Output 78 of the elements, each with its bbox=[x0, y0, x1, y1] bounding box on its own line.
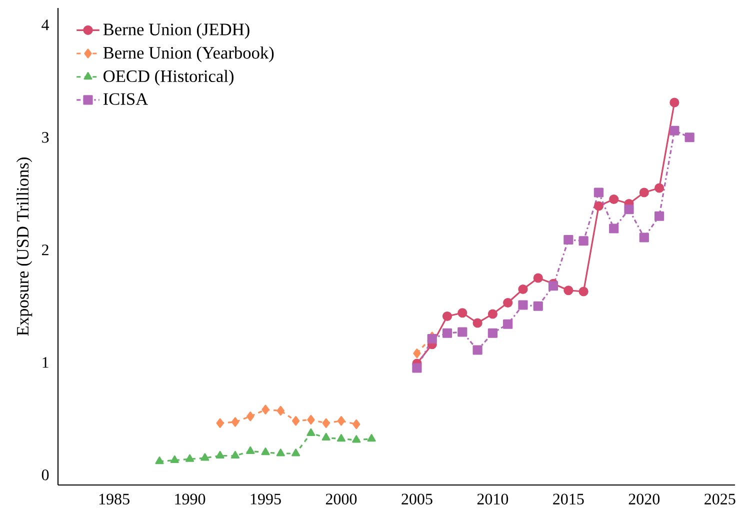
point bbox=[367, 434, 376, 442]
point bbox=[216, 418, 224, 428]
point bbox=[488, 309, 498, 319]
point bbox=[670, 98, 680, 108]
point bbox=[488, 328, 498, 338]
point bbox=[578, 286, 588, 296]
point bbox=[322, 432, 330, 441]
point bbox=[200, 453, 210, 461]
y-tick-label: 3 bbox=[42, 132, 49, 143]
x-tick-label: 1995 bbox=[250, 494, 281, 504]
y-tick-label: 0 bbox=[42, 469, 49, 480]
point bbox=[533, 301, 543, 311]
point bbox=[594, 188, 604, 198]
point bbox=[518, 284, 528, 294]
point bbox=[624, 204, 634, 214]
point bbox=[170, 455, 179, 464]
point bbox=[503, 298, 513, 308]
y-tick-label: 4 bbox=[42, 20, 50, 30]
point bbox=[276, 448, 285, 456]
point bbox=[654, 211, 664, 221]
y-tick-label: 1 bbox=[42, 357, 48, 368]
point bbox=[594, 201, 604, 211]
point bbox=[307, 414, 315, 425]
point bbox=[533, 273, 543, 283]
legend-label: Berne Union (Yearbook) bbox=[103, 46, 274, 62]
point bbox=[231, 417, 240, 427]
point bbox=[216, 450, 224, 459]
point bbox=[564, 234, 574, 245]
point bbox=[654, 183, 664, 193]
point bbox=[427, 334, 437, 344]
point bbox=[578, 236, 588, 246]
point bbox=[442, 328, 452, 338]
point bbox=[472, 318, 482, 328]
point bbox=[412, 363, 422, 373]
point bbox=[609, 224, 619, 234]
point bbox=[246, 412, 254, 422]
legend-label: Berne Union (JEDH) bbox=[103, 23, 250, 39]
point bbox=[230, 450, 240, 459]
point bbox=[306, 428, 316, 436]
x-tick-label: 1985 bbox=[99, 494, 130, 504]
point bbox=[564, 286, 574, 296]
point bbox=[352, 419, 360, 430]
point bbox=[503, 319, 513, 329]
point bbox=[337, 416, 346, 426]
x-tick-label: 2000 bbox=[326, 494, 357, 504]
point bbox=[670, 126, 680, 136]
point bbox=[261, 448, 270, 456]
point bbox=[458, 327, 468, 337]
point bbox=[413, 348, 421, 358]
point bbox=[262, 404, 270, 414]
x-tick-label: 2005 bbox=[402, 494, 432, 504]
point bbox=[639, 188, 649, 198]
point bbox=[336, 434, 346, 442]
x-tick-label: 2010 bbox=[477, 494, 508, 504]
y-axis-title: Exposure (USD Trillions) bbox=[16, 158, 32, 336]
point bbox=[684, 132, 694, 142]
y-tick-label: 2 bbox=[42, 244, 48, 256]
legend-label: ICISA bbox=[103, 93, 148, 105]
point bbox=[518, 300, 528, 310]
point bbox=[186, 454, 194, 462]
x-tick-label: 2025 bbox=[704, 494, 736, 504]
x-tick-label: 2015 bbox=[553, 494, 584, 504]
point bbox=[458, 308, 468, 318]
point bbox=[352, 435, 361, 443]
point bbox=[548, 281, 558, 291]
x-tick-label: 1990 bbox=[175, 494, 206, 504]
point bbox=[276, 406, 284, 416]
point bbox=[292, 416, 300, 426]
point bbox=[155, 456, 164, 464]
point bbox=[442, 311, 452, 322]
legend-label: OECD (Historical) bbox=[104, 70, 234, 86]
point bbox=[472, 345, 482, 355]
point bbox=[322, 418, 330, 428]
point bbox=[609, 194, 619, 204]
point bbox=[292, 448, 300, 456]
x-tick-label: 2020 bbox=[628, 494, 660, 504]
point bbox=[639, 232, 649, 242]
point bbox=[246, 446, 255, 454]
